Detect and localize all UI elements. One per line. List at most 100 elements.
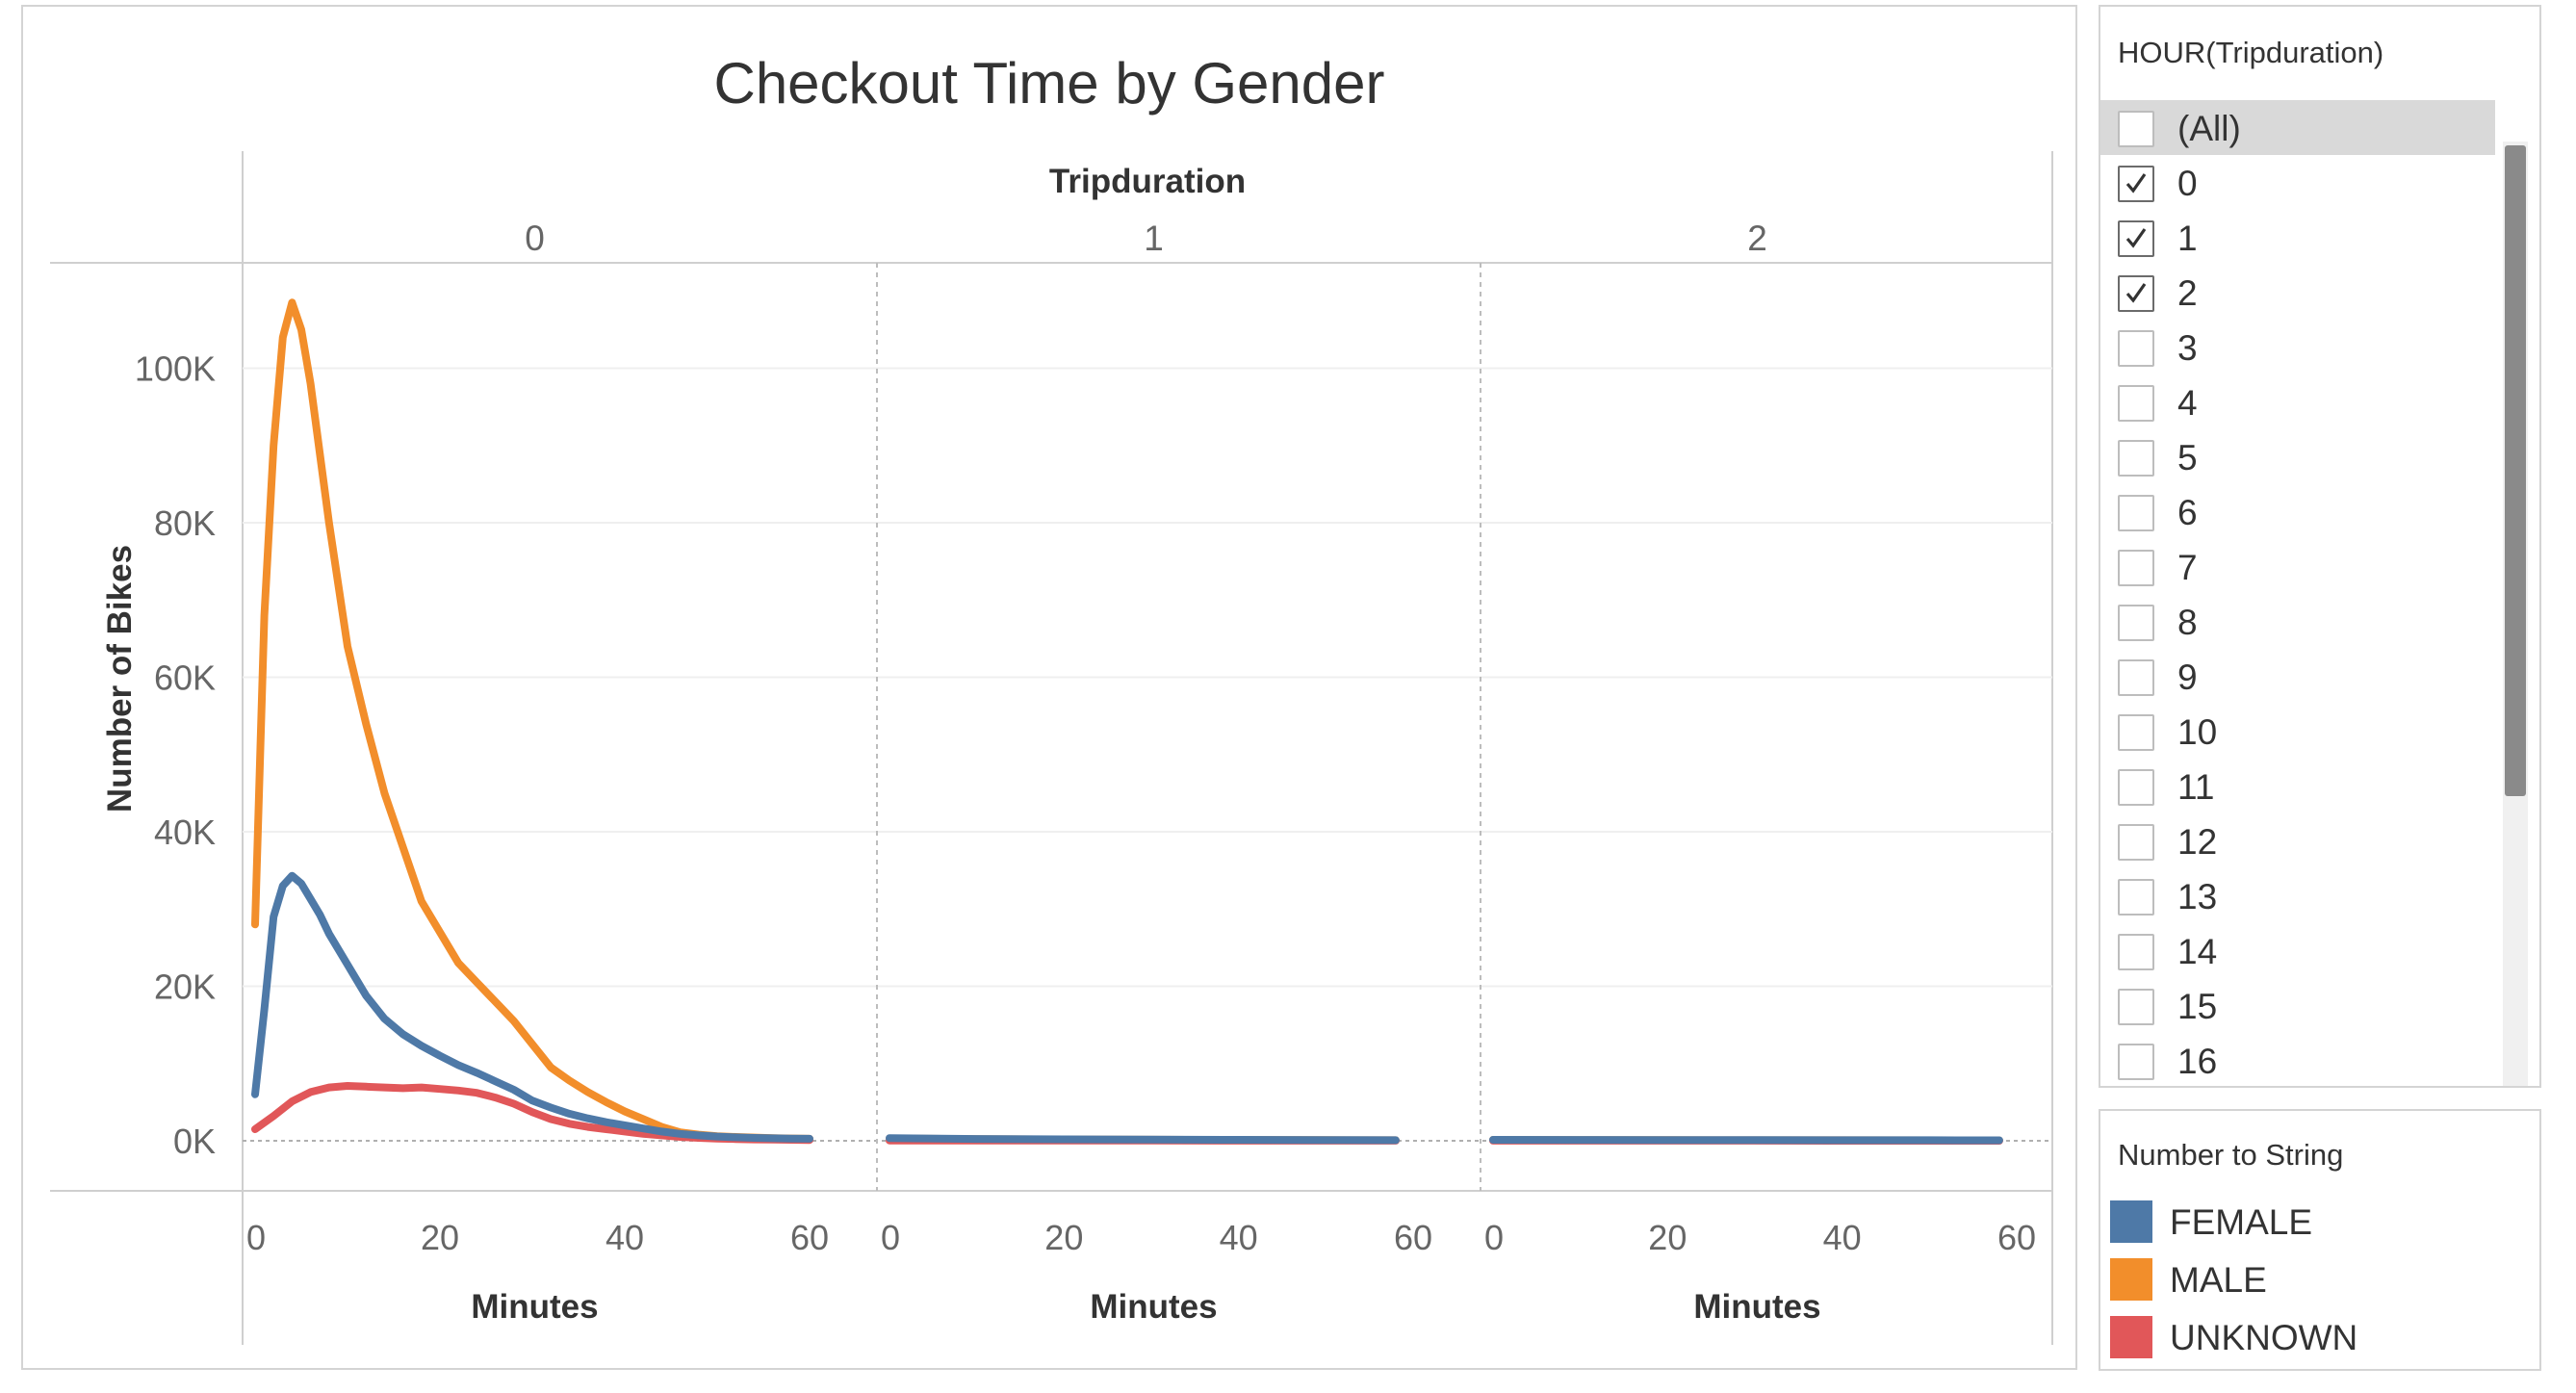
filter-item-label: 15 xyxy=(2177,987,2218,1026)
x-tick-label: 40 xyxy=(605,1218,644,1257)
filter-item-label: 7 xyxy=(2177,548,2198,587)
panel-header-1: 1 xyxy=(1144,219,1164,258)
panel-header-2: 2 xyxy=(1747,219,1767,258)
x-tick-label: 0 xyxy=(1484,1218,1504,1257)
legend-label: FEMALE xyxy=(2170,1202,2313,1242)
filter-checkbox[interactable] xyxy=(2118,111,2154,147)
x-tick-label: 20 xyxy=(1044,1218,1083,1257)
filter-item-label: 4 xyxy=(2177,383,2198,423)
filter-item-7[interactable]: 7 xyxy=(2100,539,2495,594)
filter-checkbox[interactable] xyxy=(2118,769,2154,806)
filter-item-5[interactable]: 5 xyxy=(2100,429,2495,484)
filter-item-1[interactable]: 1 xyxy=(2100,210,2495,265)
legend-item-female[interactable]: FEMALE xyxy=(2110,1200,2524,1243)
x-tick-label: 60 xyxy=(1997,1218,2036,1257)
filter-item-label: 13 xyxy=(2177,877,2218,916)
filter-item-8[interactable]: 8 xyxy=(2100,594,2495,649)
y-tick-label: 60K xyxy=(154,658,216,698)
filter-item-label: 10 xyxy=(2177,712,2218,752)
filter-item-label: 8 xyxy=(2177,603,2198,642)
filter-checkbox[interactable] xyxy=(2118,166,2154,202)
legend-swatch xyxy=(2110,1258,2152,1301)
line-chart: Checkout Time by Gender Tripduration 0K 20K… xyxy=(50,51,2053,1345)
filter-list: (All) 0 1 2 3 4 5 6 7 8 9 10 11 12 13 14 15 16 xyxy=(2100,100,2495,1086)
filter-checkbox[interactable] xyxy=(2118,440,2154,477)
column-header: Tripduration xyxy=(1049,163,1246,200)
filter-checkbox[interactable] xyxy=(2118,714,2154,751)
filter-item-2[interactable]: 2 xyxy=(2100,265,2495,320)
filter-item-label: 6 xyxy=(2177,493,2198,532)
filter-checkbox[interactable] xyxy=(2118,605,2154,641)
filter-checkbox[interactable] xyxy=(2118,934,2154,970)
legend-label: MALE xyxy=(2170,1260,2267,1300)
series-line-female-panel-0 xyxy=(251,871,813,1143)
x-tick-label: 0 xyxy=(881,1218,900,1257)
y-tick-label: 20K xyxy=(154,967,216,1007)
filter-item-6[interactable]: 6 xyxy=(2100,484,2495,539)
filter-checkbox[interactable] xyxy=(2118,824,2154,861)
filter-item-12[interactable]: 12 xyxy=(2100,813,2495,868)
filter-item-label: 11 xyxy=(2177,767,2215,807)
filter-checkbox[interactable] xyxy=(2118,220,2154,257)
x-tick-label: 40 xyxy=(1823,1218,1862,1257)
filter-item-all[interactable]: (All) xyxy=(2100,100,2495,155)
filter-checkbox[interactable] xyxy=(2118,1044,2154,1080)
y-axis-label: Number of Bikes xyxy=(101,545,139,813)
panel-header-0: 0 xyxy=(525,219,545,258)
x-tick-label: 20 xyxy=(421,1218,459,1257)
color-legend-card: Number to String FEMALE MALE UNKNOWN xyxy=(2099,1109,2541,1371)
legend-label: UNKNOWN xyxy=(2170,1318,2358,1357)
legend-item-male[interactable]: MALE xyxy=(2110,1258,2524,1301)
filter-checkbox[interactable] xyxy=(2118,659,2154,696)
filter-item-10[interactable]: 10 xyxy=(2100,704,2495,759)
legend-item-unknown[interactable]: UNKNOWN xyxy=(2110,1316,2524,1358)
filter-checkbox[interactable] xyxy=(2118,879,2154,916)
filter-item-label: 12 xyxy=(2177,822,2218,862)
filter-item-14[interactable]: 14 xyxy=(2100,923,2495,978)
filter-checkbox[interactable] xyxy=(2118,275,2154,312)
x-tick-label: 60 xyxy=(790,1218,829,1257)
filter-item-label: 9 xyxy=(2177,658,2198,697)
checkmark-icon xyxy=(2125,283,2147,303)
filter-checkbox[interactable] xyxy=(2118,330,2154,367)
y-tick-label: 0K xyxy=(173,1122,216,1161)
x-axis-label: Minutes xyxy=(1090,1288,1217,1326)
x-tick-label: 40 xyxy=(1220,1218,1258,1257)
filter-item-11[interactable]: 11 xyxy=(2100,759,2495,813)
x-tick-label: 60 xyxy=(1394,1218,1432,1257)
series-line-male-panel-0 xyxy=(251,298,813,1143)
filter-item-label: (All) xyxy=(2177,109,2241,148)
y-tick-label: 100K xyxy=(135,349,216,389)
filter-item-15[interactable]: 15 xyxy=(2100,978,2495,1033)
filter-checkbox[interactable] xyxy=(2118,989,2154,1025)
filter-checkbox[interactable] xyxy=(2118,550,2154,586)
checkmark-icon xyxy=(2125,173,2147,193)
checkmark-icon xyxy=(2125,228,2147,248)
y-tick-label: 40K xyxy=(154,813,216,852)
legend-swatch xyxy=(2110,1316,2152,1358)
chart-title: Checkout Time by Gender xyxy=(713,51,1384,116)
filter-item-label: 3 xyxy=(2177,328,2198,368)
filter-item-16[interactable]: 16 xyxy=(2100,1033,2495,1086)
filter-item-0[interactable]: 0 xyxy=(2100,155,2495,210)
filter-item-label: 5 xyxy=(2177,438,2198,477)
series-line-female-panel-1 xyxy=(886,1134,1400,1145)
x-tick-label: 0 xyxy=(246,1218,266,1257)
hour-filter-card: HOUR(Tripduration) (All) 0 1 2 3 4 5 6 7 8 9 10 11 12… xyxy=(2099,5,2541,1088)
filter-item-13[interactable]: 13 xyxy=(2100,868,2495,923)
series-line-female-panel-2 xyxy=(1489,1136,2003,1145)
series-line-unknown-panel-0 xyxy=(251,1082,813,1145)
x-axis-label: Minutes xyxy=(1693,1288,1820,1326)
filter-item-9[interactable]: 9 xyxy=(2100,649,2495,704)
filter-checkbox[interactable] xyxy=(2118,385,2154,422)
filter-item-3[interactable]: 3 xyxy=(2100,320,2495,374)
filter-item-label: 14 xyxy=(2177,932,2218,971)
filter-item-label: 2 xyxy=(2177,273,2198,313)
chart-pane: Checkout Time by Gender Tripduration 0K 20K… xyxy=(21,5,2077,1370)
filter-item-4[interactable]: 4 xyxy=(2100,374,2495,429)
filter-checkbox[interactable] xyxy=(2118,495,2154,531)
legend-swatch xyxy=(2110,1200,2152,1243)
legend-title: Number to String xyxy=(2118,1138,2344,1172)
x-axis-label: Minutes xyxy=(471,1288,598,1326)
filter-scrollbar-thumb[interactable] xyxy=(2505,145,2526,796)
